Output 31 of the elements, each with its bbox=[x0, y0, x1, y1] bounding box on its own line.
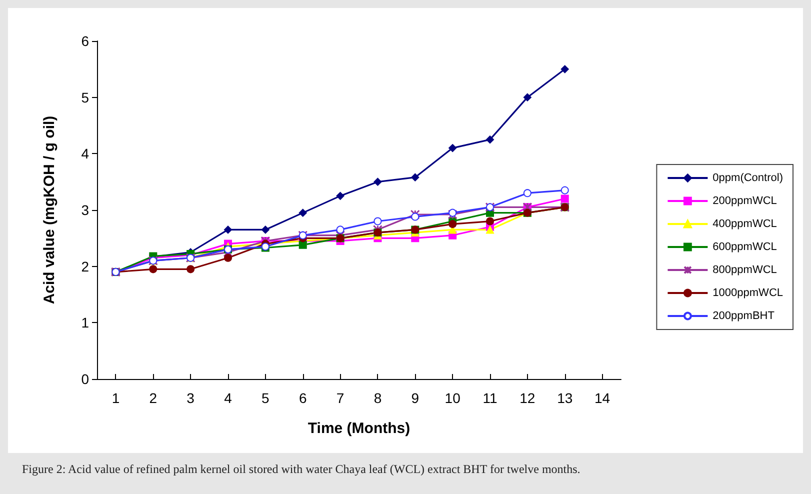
y-tick-label: 1 bbox=[81, 314, 90, 331]
x-tick-label: 7 bbox=[336, 390, 344, 406]
x-tick-label: 5 bbox=[262, 390, 270, 406]
y-tick-label: 6 bbox=[81, 33, 90, 49]
y-tick-label: 2 bbox=[81, 258, 90, 274]
legend-label: 400ppmWCL bbox=[712, 218, 777, 230]
x-tick-label: 9 bbox=[411, 390, 420, 406]
x-tick-label: 4 bbox=[224, 390, 232, 406]
x-tick-label: 14 bbox=[594, 390, 610, 406]
caption: Figure 2: Acid value of refined palm kernel oil stored with water Chaya leaf (WCL) extract BHT for twelve months. bbox=[22, 462, 580, 476]
x-tick-label: 6 bbox=[298, 390, 307, 406]
x-tick-label: 1 bbox=[112, 390, 120, 406]
legend-label: 200ppmBHT bbox=[712, 310, 775, 322]
legend-label: 800ppmWCL bbox=[712, 264, 777, 276]
x-tick-label: 10 bbox=[444, 390, 461, 406]
legend-label: 600ppmWCL bbox=[712, 241, 777, 253]
y-tick-label: 4 bbox=[81, 146, 90, 162]
x-tick-label: 12 bbox=[520, 390, 536, 406]
y-tick-label: 3 bbox=[81, 202, 90, 218]
x-tick-label: 2 bbox=[149, 390, 158, 406]
x-tick-label: 3 bbox=[186, 390, 195, 406]
legend-label: 1000ppmWCL bbox=[712, 287, 784, 299]
x-tick-label: 13 bbox=[557, 390, 573, 406]
x-tick-label: 8 bbox=[374, 390, 382, 406]
y-tick-label: 5 bbox=[81, 89, 90, 106]
x-tick-label: 11 bbox=[482, 390, 498, 406]
x-axis-title: Time (Months) bbox=[308, 420, 410, 437]
legend-label: 200ppmWCL bbox=[712, 195, 777, 207]
y-axis-title: Acid value (mgKOH / g oil) bbox=[41, 116, 58, 304]
y-tick-label: 0 bbox=[81, 371, 90, 387]
legend-label: 0ppm(Control) bbox=[712, 172, 783, 184]
